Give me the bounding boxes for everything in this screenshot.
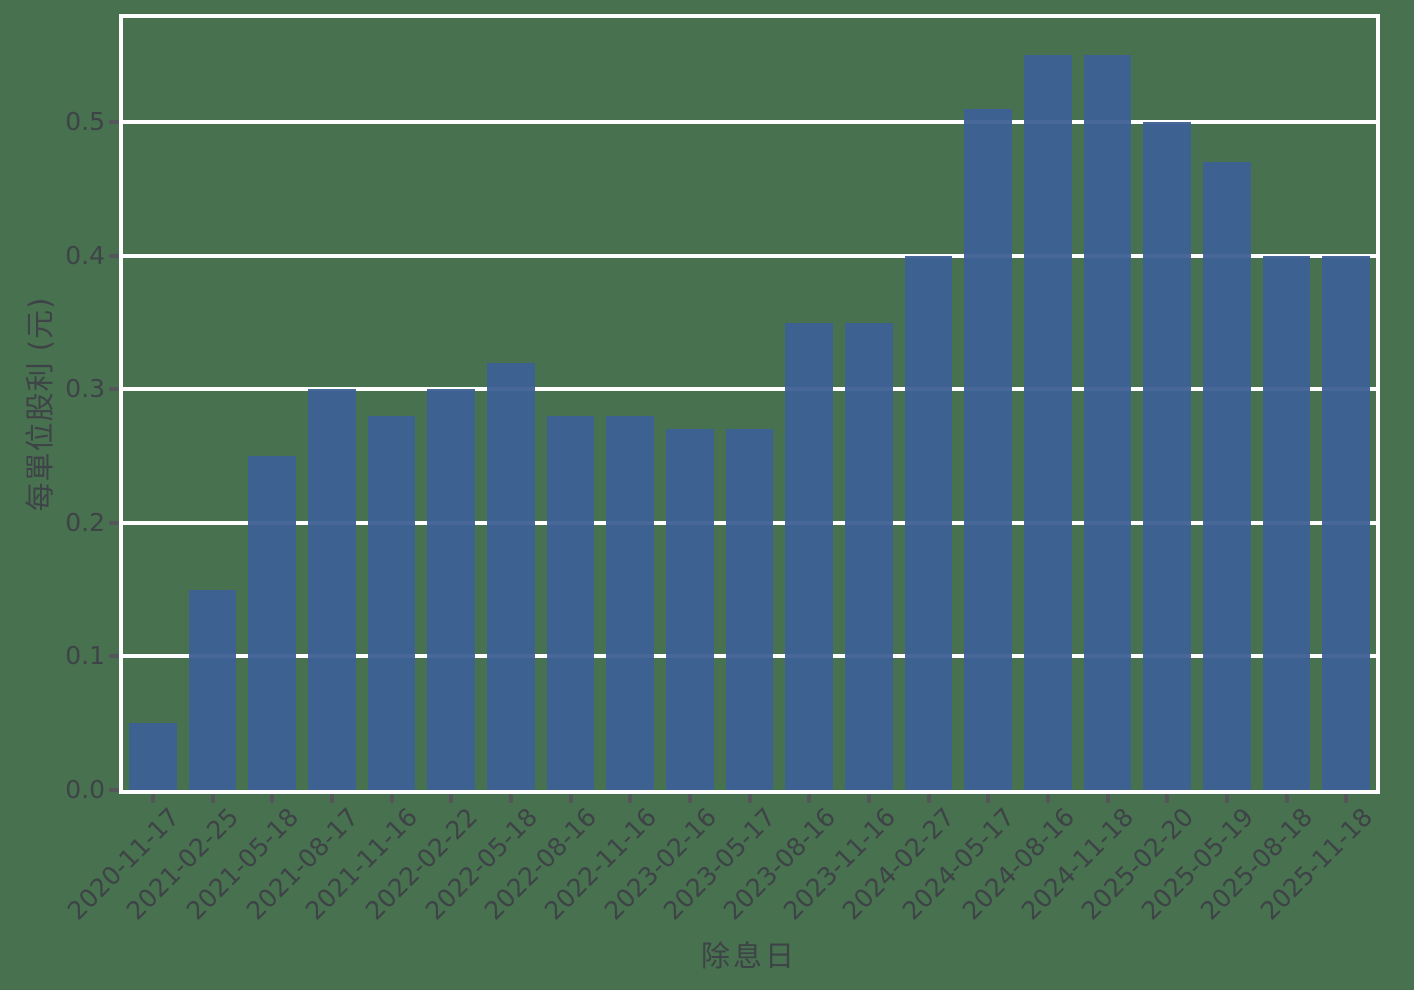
y-tick-mark <box>109 253 119 258</box>
x-tick-mark <box>1284 794 1289 803</box>
x-axis-title: 除息日 <box>700 939 798 973</box>
y-tick-label: 0.1 <box>65 641 105 671</box>
y-tick-mark <box>109 520 119 525</box>
bar <box>1083 55 1132 790</box>
y-tick-label: 0.5 <box>65 107 105 137</box>
y-tick-label: 0.0 <box>65 775 105 804</box>
bar <box>665 429 714 790</box>
bar <box>307 389 356 790</box>
x-tick-mark <box>687 794 692 803</box>
y-tick-mark <box>109 387 119 392</box>
gridline <box>123 120 1376 125</box>
y-tick-label: 0.4 <box>65 240 105 270</box>
plot-area <box>119 14 1380 794</box>
x-tick-mark <box>807 794 812 803</box>
bar <box>486 362 535 790</box>
x-tick-mark <box>866 794 871 803</box>
bar <box>427 389 476 790</box>
x-tick-mark <box>389 794 394 803</box>
x-tick-mark <box>210 794 215 803</box>
x-tick-mark <box>747 794 752 803</box>
bar <box>128 723 177 790</box>
x-tick-mark <box>568 794 573 803</box>
y-tick-label: 0.2 <box>65 507 105 537</box>
x-tick-mark <box>449 794 454 803</box>
bar <box>725 429 774 790</box>
bar <box>1143 122 1192 790</box>
y-tick-mark <box>109 120 119 125</box>
bar <box>1322 255 1371 790</box>
gridline <box>123 387 1376 392</box>
x-tick-mark <box>1165 794 1170 803</box>
x-tick-mark <box>1045 794 1050 803</box>
bar <box>1202 162 1251 790</box>
x-tick-mark <box>1105 794 1110 803</box>
bar <box>367 416 416 790</box>
x-tick-mark <box>329 794 334 803</box>
y-tick-label: 0.3 <box>65 374 105 404</box>
gridline <box>123 253 1376 258</box>
x-tick-mark <box>270 794 275 803</box>
x-tick-mark <box>926 794 931 803</box>
bar <box>1023 55 1072 790</box>
bar <box>1262 255 1311 790</box>
x-tick-mark <box>1224 794 1229 803</box>
bar <box>785 322 834 790</box>
bar <box>904 255 953 790</box>
x-tick-mark <box>1344 794 1349 803</box>
y-tick-mark <box>109 788 119 792</box>
bar <box>964 108 1013 790</box>
x-tick-mark <box>150 794 155 803</box>
x-tick-mark <box>628 794 633 803</box>
bar <box>248 456 297 790</box>
y-axis-title: 每單位股利 (元) <box>23 296 57 512</box>
bar <box>844 322 893 790</box>
bar <box>606 416 655 790</box>
bar <box>546 416 595 790</box>
y-tick-mark <box>109 654 119 659</box>
bar <box>188 589 237 790</box>
x-tick-mark <box>508 794 513 803</box>
x-tick-mark <box>986 794 991 803</box>
